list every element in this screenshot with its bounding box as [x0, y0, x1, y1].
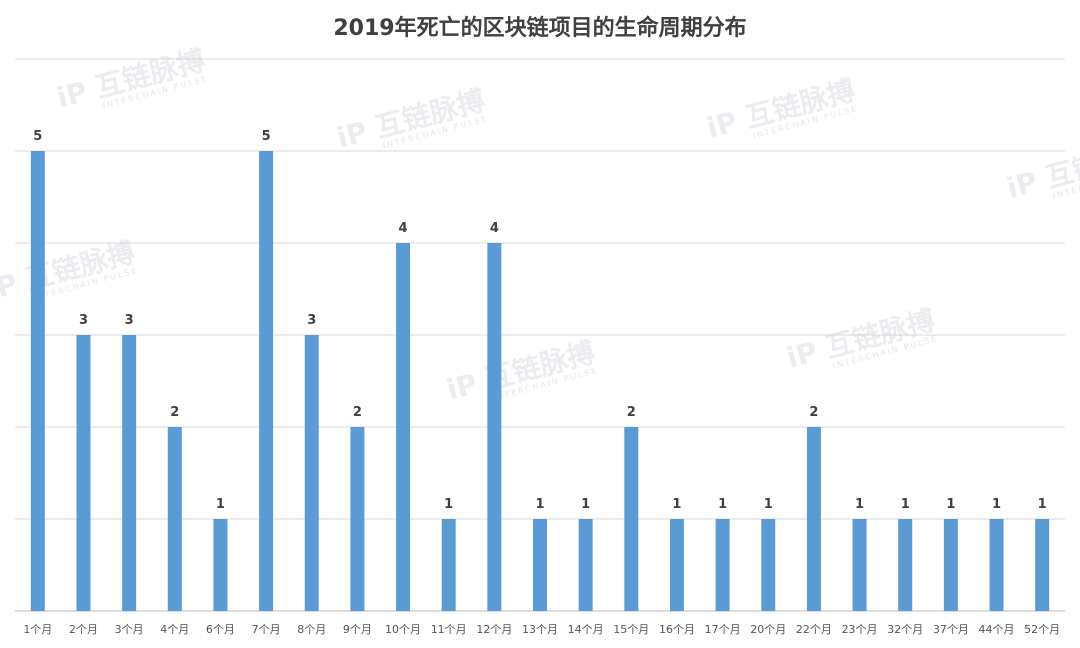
- x-tick-label-22: 44个月: [979, 623, 1015, 636]
- watermark-logo-icon: iP: [53, 75, 91, 115]
- bar-8: [350, 427, 365, 611]
- x-tick-label-9: 10个月: [385, 623, 421, 636]
- data-label-5: 1: [216, 497, 225, 512]
- grid-layer: [15, 58, 1065, 612]
- x-tick-label-8: 9个月: [343, 623, 372, 636]
- data-label-6: 5: [262, 129, 271, 144]
- data-label-19: 1: [855, 497, 864, 512]
- x-tick-label-2: 2个月: [69, 623, 98, 636]
- x-tick-label-18: 22个月: [796, 623, 832, 636]
- bar-22: [989, 519, 1004, 611]
- data-label-23: 1: [1038, 497, 1047, 512]
- x-tick-label-17: 20个月: [750, 623, 786, 636]
- label-layer: 5 3 3 2 1 5 3 2 4 1 4 1 1 2 1 1 1 2 1 1 1 1 1: [33, 129, 1046, 512]
- bar-5: [213, 519, 228, 611]
- watermark-logo-icon: iP: [443, 367, 481, 407]
- watermark-logo-icon: iP: [333, 115, 371, 155]
- data-label-11: 4: [490, 221, 499, 236]
- bar-10: [441, 519, 456, 611]
- tick-layer: 1个月 2个月 3个月 4个月 6个月 7个月 8个月 9个月 10个月 11个月 12个月 13个月…: [23, 623, 1060, 636]
- bar-16: [715, 519, 730, 611]
- bar-17: [761, 519, 776, 611]
- bar-21: [943, 519, 958, 611]
- x-tick-label-11: 12个月: [476, 623, 512, 636]
- chart-title: 2019年死亡的区块链项目的生命周期分布: [333, 16, 747, 41]
- data-label-13: 1: [581, 497, 590, 512]
- data-label-18: 2: [809, 405, 818, 420]
- x-tick-label-14: 15个月: [613, 623, 649, 636]
- data-label-10: 1: [444, 497, 453, 512]
- data-label-15: 1: [672, 497, 681, 512]
- bar-3: [122, 335, 137, 611]
- bar-20: [898, 519, 913, 611]
- x-tick-label-20: 32个月: [887, 623, 923, 636]
- data-label-8: 2: [353, 405, 362, 420]
- bar-9: [396, 243, 411, 611]
- x-tick-label-5: 6个月: [206, 623, 235, 636]
- bar-6: [259, 151, 274, 611]
- data-label-1: 5: [33, 129, 42, 144]
- data-label-2: 3: [79, 313, 88, 328]
- bar-12: [533, 519, 547, 611]
- x-tick-label-21: 37个月: [933, 623, 969, 636]
- bar-19: [852, 519, 867, 611]
- bar-7: [304, 335, 319, 611]
- watermark-logo-icon: iP: [783, 335, 821, 375]
- x-tick-label-19: 23个月: [842, 623, 878, 636]
- data-label-9: 4: [399, 221, 408, 236]
- data-label-3: 3: [125, 313, 134, 328]
- bar-23: [1035, 519, 1050, 611]
- x-tick-label-12: 13个月: [522, 623, 558, 636]
- bar-layer: [30, 151, 1050, 611]
- bar-14: [624, 427, 639, 611]
- x-tick-label-10: 11个月: [431, 623, 467, 636]
- data-label-14: 2: [627, 405, 636, 420]
- x-tick-label-6: 7个月: [252, 623, 281, 636]
- x-tick-label-3: 3个月: [115, 623, 144, 636]
- x-tick-label-4: 4个月: [160, 623, 189, 636]
- data-label-22: 1: [992, 497, 1001, 512]
- bar-15: [669, 519, 684, 611]
- data-label-20: 1: [901, 497, 910, 512]
- x-tick-label-23: 52个月: [1024, 623, 1060, 636]
- data-label-16: 1: [718, 497, 727, 512]
- data-label-4: 2: [170, 405, 179, 420]
- bar-13: [578, 519, 593, 611]
- bar-11: [487, 243, 502, 611]
- x-tick-label-15: 16个月: [659, 623, 695, 636]
- watermark-logo-icon: iP: [703, 105, 741, 145]
- data-label-12: 1: [535, 497, 544, 512]
- bar-4: [167, 427, 182, 611]
- x-tick-label-16: 17个月: [705, 623, 741, 636]
- data-label-17: 1: [764, 497, 773, 512]
- x-tick-label-1: 1个月: [23, 623, 52, 636]
- x-tick-label-13: 14个月: [568, 623, 604, 636]
- x-tick-label-7: 8个月: [297, 623, 326, 636]
- data-label-21: 1: [946, 497, 955, 512]
- bar-1: [30, 151, 45, 611]
- data-label-7: 3: [307, 313, 316, 328]
- bar-18: [806, 427, 821, 611]
- bar-2: [76, 335, 91, 611]
- watermark-logo-icon: iP: [0, 267, 21, 307]
- watermark-logo-icon: iP: [1003, 165, 1041, 205]
